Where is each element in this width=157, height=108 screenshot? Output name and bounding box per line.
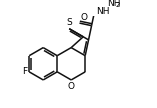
Text: F: F — [22, 67, 27, 76]
Text: O: O — [80, 13, 87, 22]
Text: NH: NH — [107, 0, 120, 8]
Text: 2: 2 — [115, 2, 120, 8]
Text: O: O — [68, 82, 75, 91]
Text: NH: NH — [96, 7, 110, 16]
Text: S: S — [66, 18, 72, 27]
